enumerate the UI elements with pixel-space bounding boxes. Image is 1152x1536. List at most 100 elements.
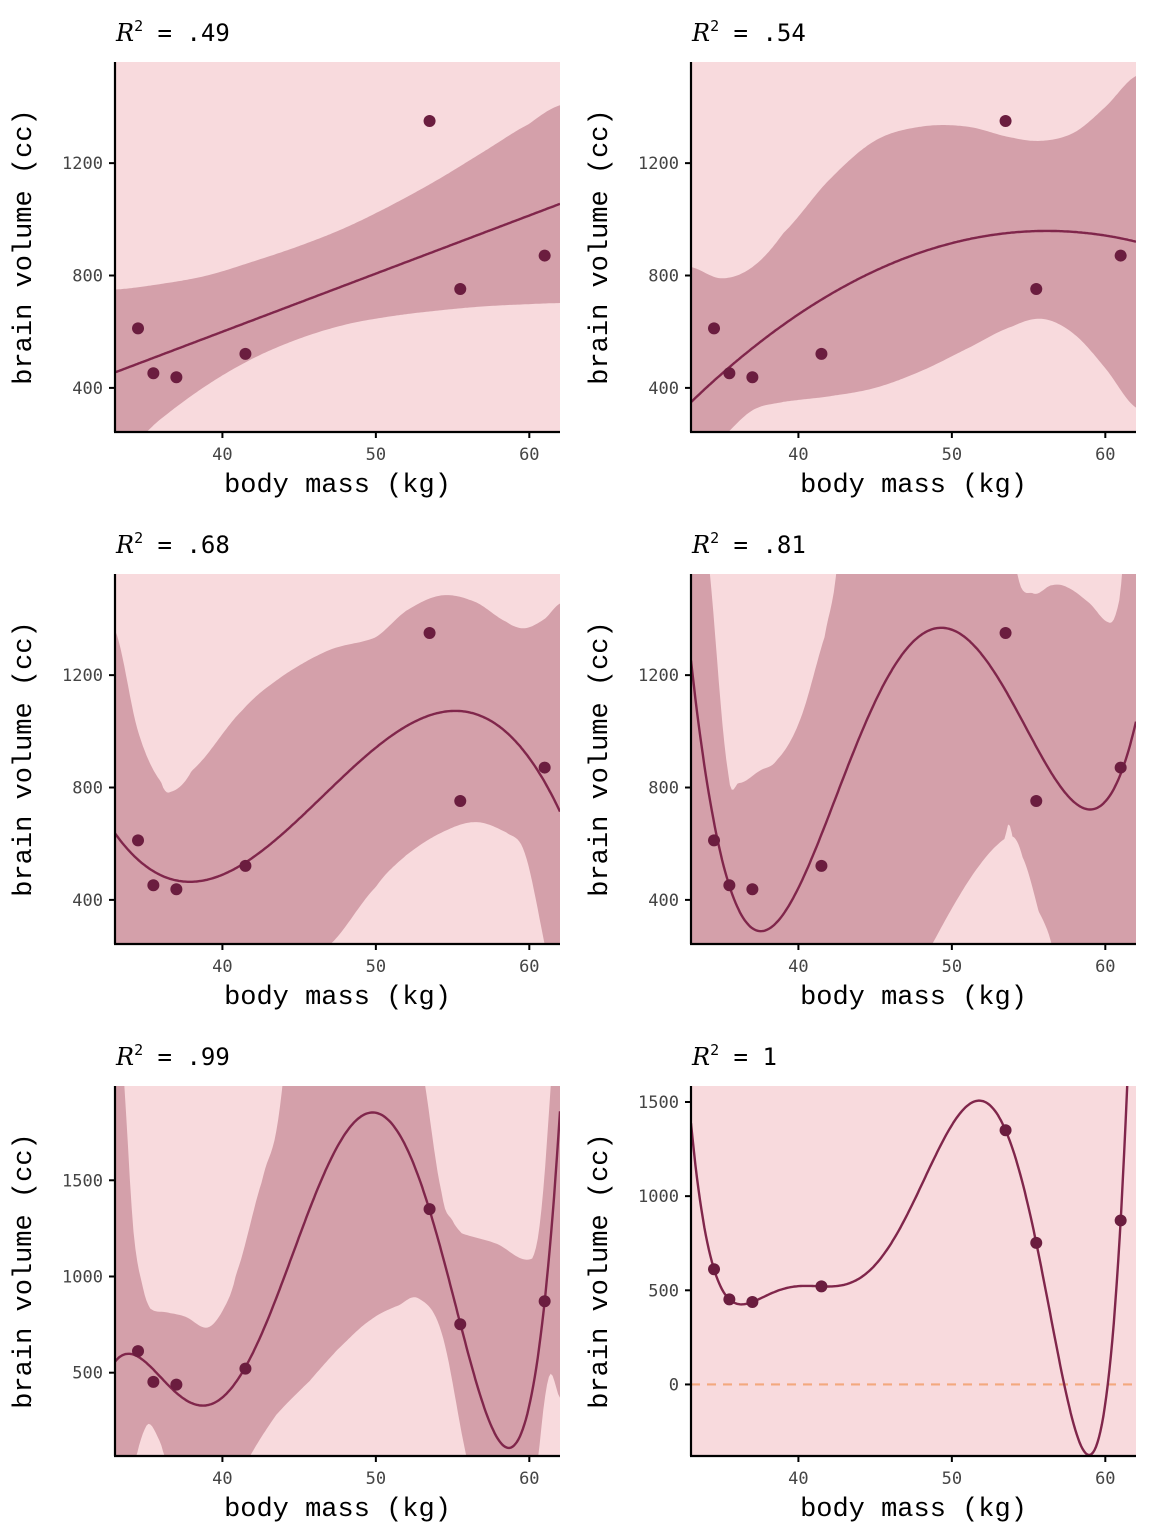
data-point [1030,283,1043,296]
plot-area [115,1086,560,1456]
x-tick-label: 50 [366,1469,386,1489]
data-point [723,1293,736,1306]
title-r: R [115,531,134,559]
data-point [708,322,721,335]
data-point [423,114,436,127]
data-point [454,795,467,808]
data-point [1114,249,1127,262]
data-point [999,626,1012,639]
title-r: R [691,19,710,47]
x-tick-label: 50 [942,445,962,465]
data-point [1114,761,1127,774]
plot-area [115,574,560,944]
panel-title: R2 = .49 [115,17,230,47]
y-tick-label: 1000 [62,1267,103,1287]
x-tick-label: 40 [788,445,808,465]
y-tick-label: 800 [648,267,679,287]
y-axis-label: brain volume (cc) [10,1133,40,1408]
y-tick-label: 400 [72,379,103,399]
plot-area [691,574,1136,944]
data-point [170,371,183,384]
x-axis-label: body mass (kg) [800,1495,1027,1525]
x-tick-label: 60 [1095,1469,1115,1489]
fit-line [691,1086,1129,1456]
x-axis-label: body mass (kg) [224,983,451,1013]
y-tick-label: 400 [648,891,679,911]
x-axis-label: body mass (kg) [224,1495,451,1525]
x-axis-label: body mass (kg) [800,983,1027,1013]
y-tick-label: 400 [72,891,103,911]
title-superscript: 2 [134,17,143,35]
title-value: = .49 [143,19,230,47]
x-tick-label: 40 [788,957,808,977]
y-tick-label: 0 [669,1375,679,1395]
y-tick-label: 1200 [638,666,679,686]
y-tick-label: 500 [648,1281,679,1301]
data-point [538,1295,551,1308]
panel-4: 40 50 60 400 800 1200 body mass (kg) brain volu… [586,529,1136,1013]
plot-area [691,1086,1136,1456]
x-tick-label: 60 [1095,445,1115,465]
data-point [723,879,736,892]
y-axis-label: brain volume (cc) [10,621,40,896]
x-tick-label: 40 [212,445,232,465]
data-point [708,834,721,847]
data-point [708,1263,721,1276]
y-tick-label: 1200 [62,666,103,686]
y-tick-label: 1200 [638,154,679,174]
data-point [1030,795,1043,808]
fit-line [115,709,560,883]
x-axis-label: body mass (kg) [224,471,451,501]
fit-line [691,626,1136,933]
y-axis-label: brain volume (cc) [586,1133,616,1408]
x-tick-label: 40 [212,1469,232,1489]
y-tick-label: 400 [648,379,679,399]
data-point [132,322,145,335]
title-superscript: 2 [710,529,719,547]
panel-title: R2 = 1 [691,1041,777,1071]
data-point [454,283,467,296]
panel-6: 40 50 60 0 500 1000 1500 body mass (kg) brain vo… [586,1041,1136,1525]
panel-title: R2 = .54 [691,17,806,47]
data-point [538,249,551,262]
y-axis-label: brain volume (cc) [586,621,616,896]
data-point [746,371,759,384]
x-tick-label: 60 [1095,957,1115,977]
plot-area [115,62,560,432]
data-point [723,367,736,380]
panel-1: 40 50 60 400 800 1200 body mass (kg) brain volu… [10,17,560,501]
title-r: R [115,1043,134,1071]
data-point [170,1378,183,1391]
data-point [999,1124,1012,1137]
x-tick-label: 50 [942,1469,962,1489]
data-point [423,1203,436,1216]
title-r: R [691,1043,710,1071]
data-point [538,761,551,774]
data-point [147,1375,160,1388]
y-tick-label: 1500 [638,1093,679,1113]
title-value: = .99 [143,1043,230,1071]
y-tick-label: 800 [72,779,103,799]
data-point [1030,1236,1043,1249]
panel-5: 40 50 60 500 1000 1500 body mass (kg) brain vol… [10,1041,560,1525]
data-point [132,1345,145,1358]
data-point [454,1318,467,1331]
inner-interval-band [115,1086,560,1456]
data-point [1114,1214,1127,1227]
x-tick-label: 60 [519,445,539,465]
title-value: = .81 [719,531,806,559]
data-point [239,859,252,872]
data-point [999,114,1012,127]
outer-interval-band-gap [950,836,1049,944]
data-point [147,879,160,892]
y-tick-label: 500 [72,1364,103,1384]
x-tick-label: 50 [942,957,962,977]
data-point [170,883,183,896]
x-tick-label: 50 [366,445,386,465]
y-axis-label: brain volume (cc) [10,109,40,384]
fit-line [115,1111,560,1450]
inner-interval-band [691,574,1136,944]
data-point [746,883,759,896]
panel-title: R2 = .81 [691,529,806,559]
